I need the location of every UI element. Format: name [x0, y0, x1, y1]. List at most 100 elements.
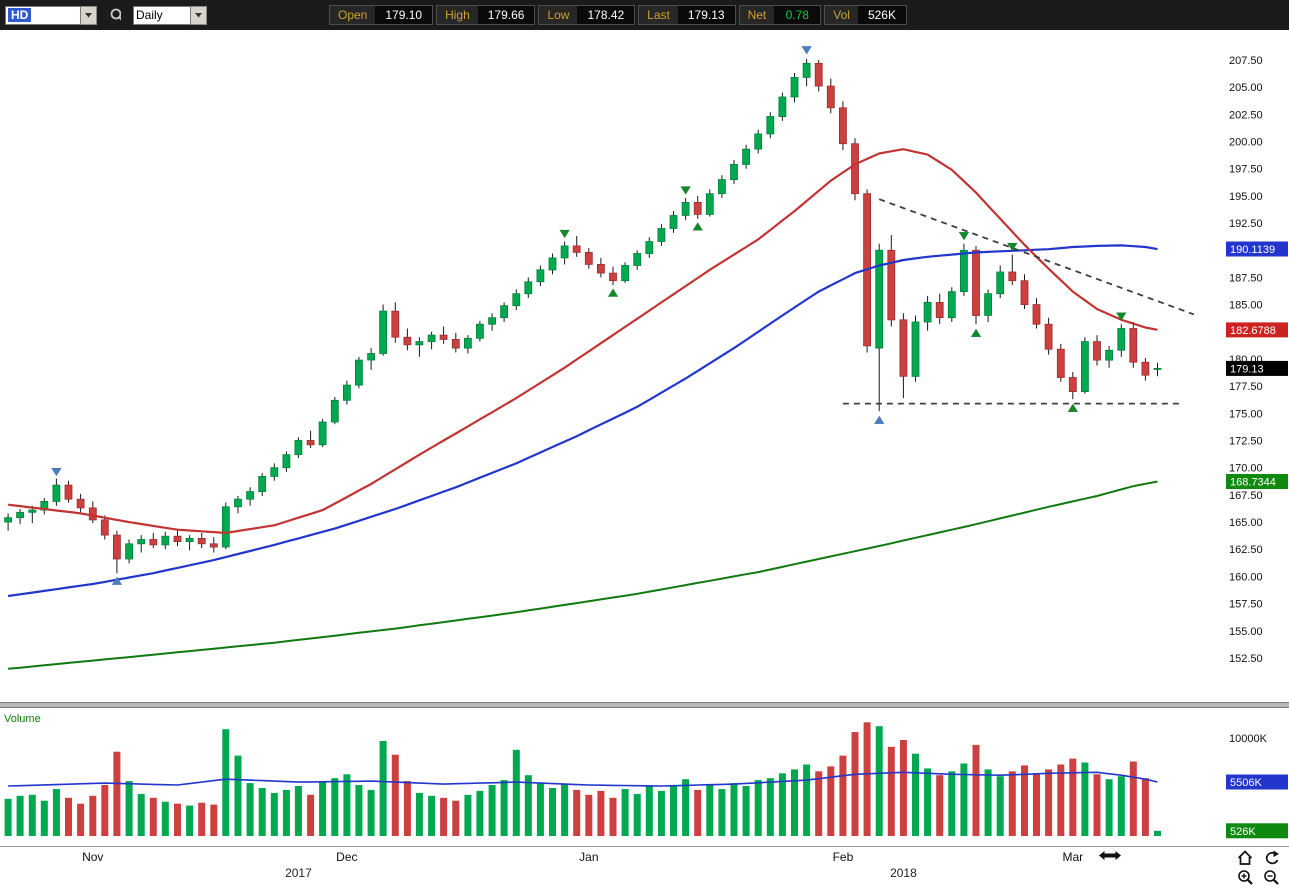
- price-axis-tick: 172.50: [1229, 436, 1263, 448]
- volume-bar: [960, 763, 968, 836]
- candle: [318, 421, 327, 446]
- quote-field-value: 179.13: [677, 6, 735, 24]
- quote-field-value: 179.66: [477, 6, 535, 24]
- undo-button[interactable]: [1261, 849, 1281, 869]
- volume-bar: [1117, 776, 1125, 836]
- year-label-2018: 2018: [890, 866, 917, 880]
- price-axis-tick: 167.50: [1229, 490, 1263, 502]
- candle: [802, 62, 811, 78]
- volume-bar: [996, 776, 1004, 836]
- volume-bar: [1069, 758, 1077, 836]
- candle: [839, 107, 847, 145]
- volume-bar: [512, 749, 520, 836]
- candle: [342, 384, 351, 401]
- price-axis-tick: 157.50: [1229, 599, 1263, 611]
- candle: [911, 321, 920, 377]
- volume-bar: [948, 771, 956, 836]
- volume-bar: [524, 775, 532, 836]
- zoom-in-button[interactable]: [1235, 869, 1255, 889]
- price-axis-tick: 175.00: [1229, 408, 1263, 420]
- volume-bar: [899, 740, 907, 836]
- interval-text: Daily: [136, 8, 163, 22]
- volume-bar: [464, 794, 472, 836]
- volume-bar: [621, 789, 629, 836]
- volume-bar: [307, 794, 315, 836]
- volume-panel[interactable]: Volume 10000K 5506K 526K: [0, 708, 1289, 846]
- price-axis-tick: 185.00: [1229, 300, 1263, 312]
- candle: [548, 257, 557, 271]
- volume-bar: [706, 784, 714, 836]
- candle: [887, 249, 896, 321]
- interval-input[interactable]: Daily: [133, 5, 191, 25]
- ma-green-price-badge: [1226, 474, 1288, 489]
- price-axis-tick: 202.50: [1229, 109, 1263, 121]
- toolbar: HD Daily Open 179.10 High 179.66 Low 178.42 La…: [0, 0, 1289, 30]
- volume-bar: [839, 755, 847, 836]
- candle: [16, 511, 25, 519]
- swing-low-marker: [873, 415, 885, 425]
- price-axis-tick: 152.50: [1229, 653, 1263, 665]
- candle: [282, 454, 291, 469]
- quote-field-value: 178.42: [577, 6, 635, 24]
- quote-field-low: Low 178.42: [538, 5, 636, 25]
- volume-bar: [851, 732, 859, 836]
- candle: [246, 491, 255, 500]
- volume-bar: [137, 793, 145, 836]
- candle: [330, 399, 339, 423]
- volume-bar: [585, 794, 593, 836]
- volume-bar: [1093, 774, 1101, 836]
- volume-bar: [1057, 764, 1065, 836]
- volume-bar: [609, 797, 617, 836]
- volume-bar: [791, 769, 798, 836]
- volume-bar: [1021, 765, 1028, 836]
- volume-axis-tick: 10000K: [1229, 733, 1268, 745]
- symbol-combo[interactable]: HD: [5, 5, 97, 25]
- month-label-dec: Dec: [336, 850, 358, 864]
- volume-bar: [924, 768, 932, 836]
- volume-bar: [742, 786, 750, 836]
- candle: [851, 143, 859, 195]
- volume-bar: [912, 753, 919, 836]
- candle: [1081, 341, 1089, 393]
- price-axis-tick: 155.00: [1229, 626, 1263, 638]
- volume-bar: [1154, 830, 1161, 836]
- quote-field-value: 526K: [857, 6, 906, 24]
- volume-bar: [561, 784, 569, 836]
- swing-high-marker: [1006, 242, 1018, 252]
- volume-bar: [972, 744, 980, 836]
- year-label-2017: 2017: [285, 866, 312, 880]
- zoom-out-button[interactable]: [1261, 869, 1281, 889]
- volume-bar: [113, 751, 121, 836]
- price-axis-tick: 162.50: [1229, 544, 1263, 556]
- panel-splitter[interactable]: [0, 702, 1289, 708]
- interval-combo[interactable]: Daily: [133, 5, 207, 25]
- candle: [439, 334, 448, 340]
- candle: [1129, 328, 1138, 363]
- volume-bar: [246, 783, 254, 836]
- volume-bar: [803, 764, 811, 836]
- volume-panel-label: Volume: [4, 713, 41, 725]
- interval-dropdown-button[interactable]: [191, 5, 207, 25]
- symbol-dropdown-button[interactable]: [81, 5, 97, 25]
- candle: [173, 535, 182, 543]
- volume-bar: [343, 774, 351, 836]
- swing-high-marker: [801, 45, 813, 55]
- candle: [1068, 377, 1077, 393]
- candle: [1117, 328, 1126, 351]
- candle: [996, 271, 1005, 295]
- candle: [197, 537, 206, 545]
- symbol-input[interactable]: HD: [5, 5, 81, 25]
- volume-bar: [536, 783, 544, 836]
- candle: [415, 341, 424, 346]
- swing-low-marker: [607, 288, 619, 297]
- home-button[interactable]: [1235, 849, 1255, 869]
- search-icon: [110, 8, 121, 21]
- trendline[interactable]: [878, 198, 1195, 316]
- candle: [681, 201, 690, 216]
- candle: [669, 215, 678, 229]
- candle: [258, 475, 267, 492]
- quote-field-label: High: [437, 6, 478, 24]
- search-button[interactable]: [103, 4, 127, 26]
- candle: [584, 251, 593, 265]
- price-chart[interactable]: 207.50 205.00 202.50 200.00 197.50 195.00 192.…: [0, 30, 1289, 702]
